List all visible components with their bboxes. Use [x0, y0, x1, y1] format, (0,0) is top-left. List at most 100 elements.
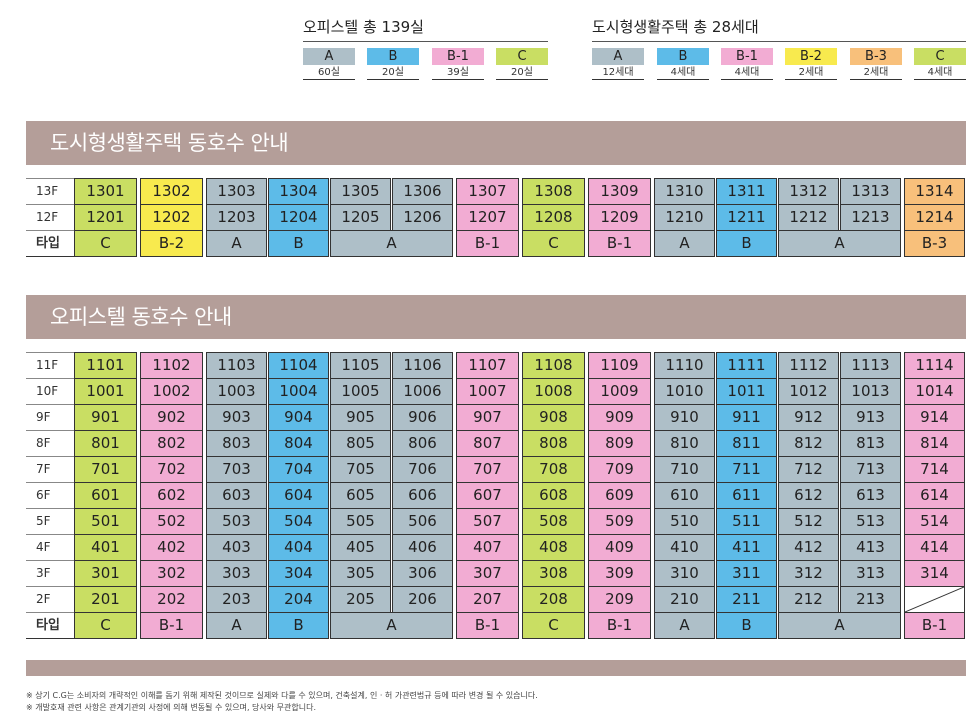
- unit-cell: 1207: [456, 204, 519, 231]
- legend-item: A 60실: [303, 48, 355, 80]
- legend-item: C 4세대: [914, 48, 966, 80]
- type-cell: A: [330, 230, 453, 257]
- unit-cell: 403: [206, 534, 267, 561]
- type-cell: B: [268, 612, 329, 639]
- unit-cell: 1203: [206, 204, 267, 231]
- unit-cell: 509: [588, 508, 651, 535]
- unit-cell: 1209: [588, 204, 651, 231]
- legend-type-swatch: B-1: [721, 48, 773, 65]
- unit-cell: 703: [206, 456, 267, 483]
- unit-cell: 712: [778, 456, 839, 483]
- unit-cell: 209: [588, 586, 651, 613]
- unit-cell: 512: [778, 508, 839, 535]
- banner-officetel: 오피스텔 동호수 안내: [26, 295, 966, 339]
- unit-cell: 1105: [330, 352, 391, 379]
- floor-label: 8F: [26, 430, 74, 456]
- unit-cell: 601: [74, 482, 137, 509]
- unit-cell: 1111: [716, 352, 777, 379]
- type-cell: B: [716, 230, 777, 257]
- unit-cell: 904: [268, 404, 329, 431]
- unit-cell: 1001: [74, 378, 137, 405]
- unit-cell: 1211: [716, 204, 777, 231]
- unit-cell: 1110: [654, 352, 715, 379]
- unit-cell: 803: [206, 430, 267, 457]
- unit-cell: 303: [206, 560, 267, 587]
- unit-cell: 1310: [654, 178, 715, 205]
- unit-cell: 312: [778, 560, 839, 587]
- unit-cell: 711: [716, 456, 777, 483]
- type-cell: B: [268, 230, 329, 257]
- legend-officetel-title: 오피스텔 총 139실: [303, 16, 548, 42]
- unit-cell: 905: [330, 404, 391, 431]
- unit-cell: 1302: [140, 178, 203, 205]
- unit-cell: 409: [588, 534, 651, 561]
- legend-type-swatch: A: [592, 48, 644, 65]
- legend-count: 4세대: [721, 65, 773, 80]
- legend-housing: 도시형생활주택 총 28세대 A 12세대 B 4세대 B-1 4세대 B-2 2세대 B-3 2…: [592, 16, 966, 84]
- unit-cell: 1313: [840, 178, 901, 205]
- notes: ※ 상기 C.G는 소비자의 개략적인 이해를 돕기 위해 제작된 것이므로 실…: [26, 690, 538, 714]
- unit-cell: 1113: [840, 352, 901, 379]
- unit-cell: 1114: [904, 352, 965, 379]
- unit-cell: 1010: [654, 378, 715, 405]
- unit-cell: 605: [330, 482, 391, 509]
- unit-cell: 710: [654, 456, 715, 483]
- floor-label: 12F: [26, 204, 74, 230]
- unit-cell: 1304: [268, 178, 329, 205]
- legend-count: 12세대: [592, 65, 644, 80]
- unit-cell: 908: [522, 404, 585, 431]
- unit-cell: 304: [268, 560, 329, 587]
- unit-cell: 213: [840, 586, 901, 613]
- unit-cell: 411: [716, 534, 777, 561]
- unit-cell: 1309: [588, 178, 651, 205]
- type-cell: B-1: [588, 612, 651, 639]
- unit-cell: 1205: [330, 204, 391, 231]
- unit-cell: 1101: [74, 352, 137, 379]
- legend-count: 2세대: [785, 65, 837, 80]
- type-cell: B-1: [140, 612, 203, 639]
- unit-cell: 402: [140, 534, 203, 561]
- unit-cell: 706: [392, 456, 453, 483]
- unit-cell: 708: [522, 456, 585, 483]
- unit-cell: 1208: [522, 204, 585, 231]
- unit-cell: 1103: [206, 352, 267, 379]
- unit-cell: 314: [904, 560, 965, 587]
- unit-cell: 505: [330, 508, 391, 535]
- grid-bottom-rule: [26, 638, 74, 639]
- legend-count: 4세대: [914, 65, 966, 80]
- unit-cell: 1007: [456, 378, 519, 405]
- unit-cell: 1109: [588, 352, 651, 379]
- unit-cell: 610: [654, 482, 715, 509]
- unit-cell: 1112: [778, 352, 839, 379]
- unit-cell: 414: [904, 534, 965, 561]
- unit-cell: 1108: [522, 352, 585, 379]
- unit-cell: 1204: [268, 204, 329, 231]
- unit-cell: 508: [522, 508, 585, 535]
- unit-cell: 807: [456, 430, 519, 457]
- legend-type-swatch: B: [657, 48, 709, 65]
- note-line: ※ 상기 C.G는 소비자의 개략적인 이해를 돕기 위해 제작된 것이므로 실…: [26, 691, 538, 700]
- unit-cell: 914: [904, 404, 965, 431]
- unit-cell: 1210: [654, 204, 715, 231]
- unit-cell: 709: [588, 456, 651, 483]
- unit-cell: 1212: [778, 204, 839, 231]
- unit-cell: 211: [716, 586, 777, 613]
- unit-cell: 1008: [522, 378, 585, 405]
- unit-cell: 302: [140, 560, 203, 587]
- unit-cell: 309: [588, 560, 651, 587]
- unit-cell: 805: [330, 430, 391, 457]
- unit-cell: 305: [330, 560, 391, 587]
- unit-cell: 1213: [840, 204, 901, 231]
- unit-cell: 913: [840, 404, 901, 431]
- unit-cell: 901: [74, 404, 137, 431]
- unit-cell: 1307: [456, 178, 519, 205]
- unit-cell: 902: [140, 404, 203, 431]
- unit-cell: 603: [206, 482, 267, 509]
- unit-cell: 804: [268, 430, 329, 457]
- unit-cell: 1301: [74, 178, 137, 205]
- legend-count: 2세대: [850, 65, 902, 80]
- unit-cell: 609: [588, 482, 651, 509]
- note-line: ※ 개발호재 관련 사항은 관계기관의 사정에 의해 변동될 수 있으며, 당사…: [26, 703, 316, 712]
- legend-type-swatch: C: [496, 48, 548, 65]
- unit-cell: 514: [904, 508, 965, 535]
